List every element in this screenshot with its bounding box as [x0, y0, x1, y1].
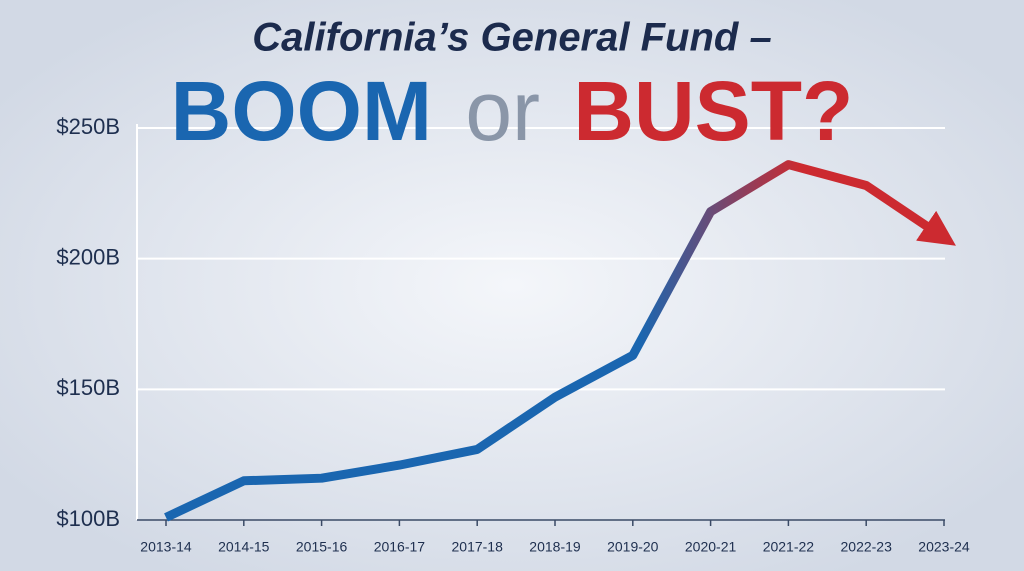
x-tick-label: 2019-20: [607, 539, 659, 555]
x-tick-label: 2021-22: [763, 539, 815, 555]
headline-or: or: [465, 64, 540, 158]
x-tick-label: 2017-18: [452, 539, 504, 555]
x-tick-label: 2016-17: [374, 539, 426, 555]
headline: BOOM or BUST?: [171, 64, 854, 158]
data-line: [164, 160, 956, 522]
x-tick-label: 2020-21: [685, 539, 737, 555]
x-tick-label: 2013-14: [140, 539, 192, 555]
chart-title: California’s General Fund –: [252, 16, 771, 60]
x-tick-label: 2023-24: [918, 539, 970, 555]
x-tick-label: 2018-19: [529, 539, 581, 555]
headline-boom: BOOM: [171, 64, 432, 158]
y-tick-label: $200B: [56, 244, 120, 269]
x-tick-label: 2014-15: [218, 539, 270, 555]
x-tick-label: 2022-23: [841, 539, 893, 555]
y-tick-label: $250B: [56, 114, 120, 139]
headline-bust: BUST?: [573, 64, 853, 158]
y-tick-label: $100B: [56, 506, 120, 531]
x-tick-label: 2015-16: [296, 539, 348, 555]
y-tick-label: $150B: [56, 375, 120, 400]
